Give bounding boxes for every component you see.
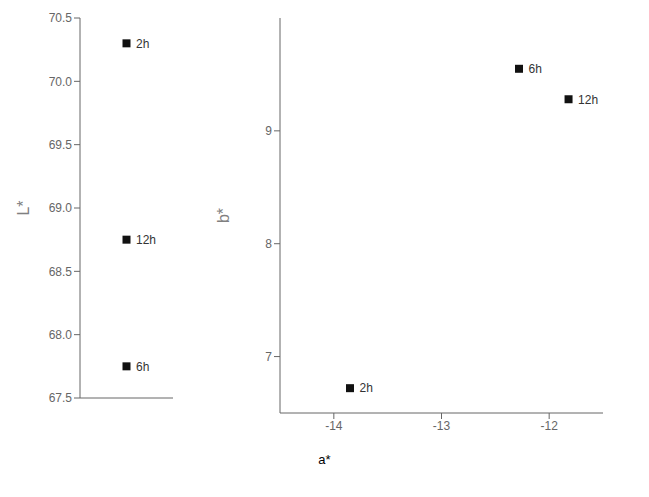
svg-text:12h: 12h: [578, 93, 598, 107]
svg-text:L*: L*: [15, 200, 32, 215]
svg-text:6h: 6h: [529, 62, 542, 76]
svg-text:7: 7: [265, 350, 272, 364]
svg-text:-13: -13: [433, 419, 451, 433]
svg-text:2h: 2h: [136, 37, 149, 51]
svg-text:8: 8: [265, 237, 272, 251]
svg-text:2h: 2h: [359, 381, 372, 395]
svg-text:12h: 12h: [136, 233, 156, 247]
svg-text:70.5: 70.5: [49, 11, 73, 25]
svg-text:68.5: 68.5: [49, 265, 73, 279]
svg-text:-14: -14: [325, 419, 343, 433]
svg-text:69.5: 69.5: [49, 138, 73, 152]
html-text:a*: a*: [318, 452, 331, 467]
svg-text:67.5: 67.5: [49, 391, 73, 405]
svg-text:6h: 6h: [136, 360, 149, 374]
svg-text:68.0: 68.0: [49, 328, 73, 342]
svg-text:70.0: 70.0: [49, 75, 73, 89]
svg-text:-12: -12: [540, 419, 558, 433]
svg-text:69.0: 69.0: [49, 201, 73, 215]
svg-text:9: 9: [265, 124, 272, 138]
svg-text:b*: b*: [215, 208, 232, 223]
